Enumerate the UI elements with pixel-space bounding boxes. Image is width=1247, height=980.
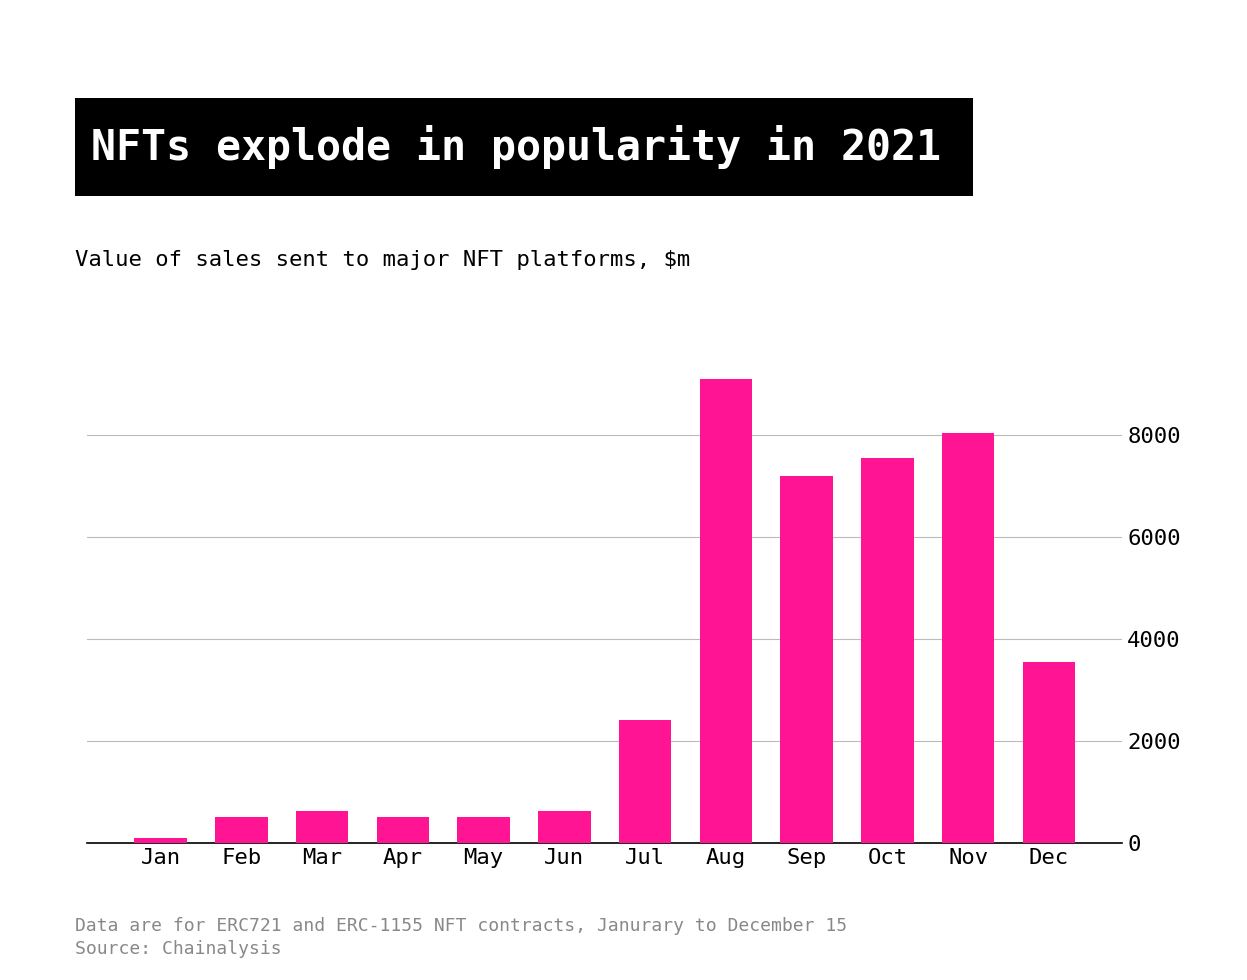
Bar (1023, 662, 1075, 843)
Bar (458, 816, 510, 843)
Bar (377, 816, 429, 843)
Bar (539, 811, 591, 843)
Text: Value of sales sent to major NFT platforms, $m: Value of sales sent to major NFT platfor… (75, 250, 690, 270)
Bar (781, 476, 833, 843)
Bar (214, 817, 268, 843)
Bar (619, 720, 671, 843)
Bar (700, 379, 752, 843)
Bar (135, 838, 187, 843)
Bar (862, 458, 914, 843)
Bar (941, 432, 995, 843)
Text: NFTs explode in popularity in 2021: NFTs explode in popularity in 2021 (91, 125, 941, 169)
Text: Source: Chainalysis: Source: Chainalysis (75, 940, 282, 957)
Bar (296, 811, 348, 843)
Text: Data are for ERC721 and ERC-1155 NFT contracts, Janurary to December 15: Data are for ERC721 and ERC-1155 NFT con… (75, 917, 847, 935)
